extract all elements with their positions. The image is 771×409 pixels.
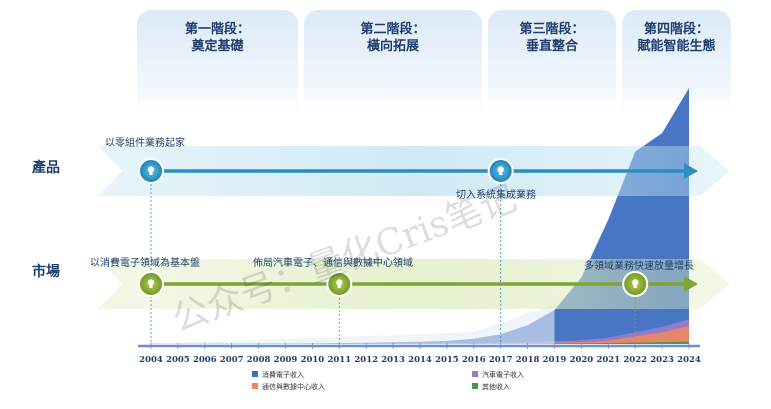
milestone-nodes xyxy=(138,158,649,297)
stage-title: 第四階段： xyxy=(644,21,709,37)
milestone-label-1: 以零組件業務起家 xyxy=(105,136,185,149)
stage-panel-4 xyxy=(622,10,731,128)
legend-label-2: 汽車電子收入 xyxy=(482,370,524,379)
product-node-2004-bulb-base xyxy=(149,172,153,175)
row-label-product: 產品 xyxy=(31,159,60,176)
legend-label-4: 其他收入 xyxy=(482,382,510,391)
x-tick-label: 2023 xyxy=(650,355,674,365)
x-tick-label: 2017 xyxy=(489,355,513,365)
legend-swatch-4 xyxy=(472,383,478,389)
x-tick-label: 2004 xyxy=(139,355,163,365)
market-node-2004-bulb-base xyxy=(149,285,153,288)
x-tick-label: 2018 xyxy=(516,355,540,365)
x-tick-label: 2011 xyxy=(327,355,351,365)
market-node-2004-bulb-icon xyxy=(147,279,155,286)
x-tick-label: 2022 xyxy=(623,355,647,365)
stage-subtitle: 橫向拓展 xyxy=(367,38,420,54)
x-tick-label: 2015 xyxy=(435,355,459,365)
market-node-2022-bulb-base xyxy=(633,285,637,288)
stage-panel-1 xyxy=(137,10,298,128)
stage-title: 第二階段： xyxy=(360,21,425,37)
milestone-label-4: 佈局汽車電子、通信與數據中心領域 xyxy=(253,256,413,269)
x-tick-label: 2016 xyxy=(462,355,486,365)
market-node-2022-bulb-icon xyxy=(632,279,639,286)
stage-panels: 第一階段：奠定基礎 第二階段：橫向拓展 第三階段：垂直整合 第四階段：賦能智能生態 xyxy=(137,10,731,128)
x-tick-label: 2009 xyxy=(274,355,298,365)
x-tick-label: 2024 xyxy=(677,355,701,365)
product-arrow-head xyxy=(684,163,698,179)
stage-subtitle: 賦能智能生態 xyxy=(636,38,715,54)
timeline-arrows xyxy=(151,163,698,292)
legend-swatch-1 xyxy=(252,371,258,377)
milestone-guides xyxy=(150,184,636,348)
stage-subtitle: 垂直整合 xyxy=(526,38,579,54)
x-tick-label: 2007 xyxy=(220,355,244,365)
x-tick-label: 2010 xyxy=(301,355,325,365)
milestone-label-2: 切入系統集成業務 xyxy=(456,188,536,201)
legend-label-3: 通信與數據中心收入 xyxy=(262,382,325,391)
stage-panel-3 xyxy=(488,10,616,128)
legend-label-1: 消費電子收入 xyxy=(262,370,304,379)
market-node-2011-bulb-icon xyxy=(336,279,343,286)
x-tick-label: 2021 xyxy=(596,355,620,365)
x-tick-label: 2014 xyxy=(408,355,432,365)
milestone-label-3: 以消費電子領域為基本盤 xyxy=(90,256,200,269)
market-node-2011-bulb-base xyxy=(337,285,341,288)
x-axis: 2004 2005 2006 2007 2008 2009 2010 2011 2012 2013… xyxy=(138,343,701,365)
market-arrow-head xyxy=(684,276,698,292)
milestone-label-5: 多領域業務快速放量增長 xyxy=(584,259,694,272)
row-label-market: 市場 xyxy=(32,263,60,280)
stage-title: 第三階段： xyxy=(519,21,584,37)
stage-title: 第一階段： xyxy=(185,21,250,37)
x-tick-label: 2006 xyxy=(193,355,217,365)
x-tick-label: 2020 xyxy=(570,355,594,365)
x-tick-label: 2019 xyxy=(543,355,567,365)
legend-swatch-3 xyxy=(252,383,258,389)
area-haze xyxy=(151,304,555,344)
product-node-2017-bulb-icon xyxy=(497,166,504,173)
x-tick-label: 2012 xyxy=(354,355,378,365)
legend-swatch-2 xyxy=(472,371,478,377)
stage-panel-2 xyxy=(304,10,482,128)
product-node-2004-bulb-icon xyxy=(147,166,155,173)
x-tick-label: 2008 xyxy=(247,355,271,365)
x-tick-label: 2005 xyxy=(166,355,190,365)
x-tick-label: 2013 xyxy=(381,355,405,365)
product-node-2017-bulb-base xyxy=(499,172,503,175)
stage-subtitle: 奠定基礎 xyxy=(190,38,244,54)
